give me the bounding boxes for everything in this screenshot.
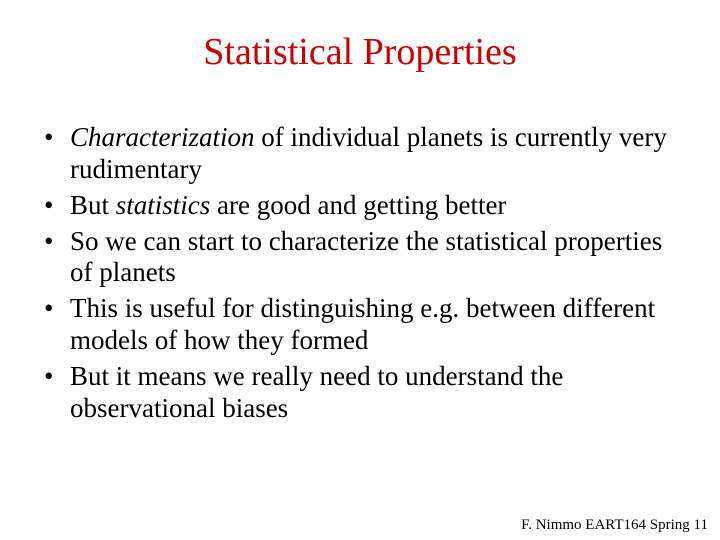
- slide-title: Statistical Properties: [30, 30, 690, 74]
- list-item: But it means we really need to understan…: [40, 361, 690, 425]
- list-item: But statistics are good and getting bett…: [40, 190, 690, 222]
- list-item: So we can start to characterize the stat…: [40, 226, 690, 290]
- italic-text: Characterization: [70, 122, 255, 152]
- bullet-text: But it means we really need to understan…: [70, 361, 563, 423]
- italic-text: statistics: [116, 190, 211, 220]
- bullet-text: This is useful for distinguishing e.g. b…: [70, 293, 655, 355]
- slide-container: Statistical Properties Characterization …: [0, 0, 720, 540]
- bullet-text: But: [70, 190, 116, 220]
- slide-footer: F. Nimmo EART164 Spring 11: [521, 517, 708, 534]
- bullet-text: are good and getting better: [210, 190, 506, 220]
- bullet-text: So we can start to characterize the stat…: [70, 226, 662, 288]
- list-item: Characterization of individual planets i…: [40, 122, 690, 186]
- list-item: This is useful for distinguishing e.g. b…: [40, 293, 690, 357]
- bullet-list: Characterization of individual planets i…: [30, 122, 690, 425]
